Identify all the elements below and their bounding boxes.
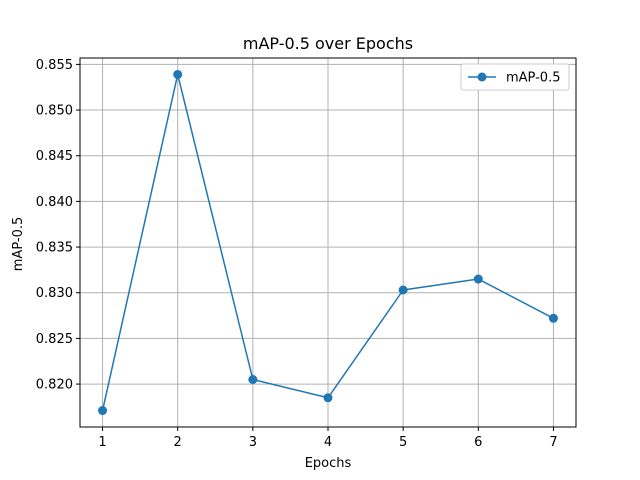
- y-tick-label: 0.840: [36, 195, 73, 210]
- x-tick-label: 4: [324, 435, 332, 450]
- data-point: [323, 393, 333, 403]
- x-axis-title: Epochs: [305, 456, 352, 471]
- x-tick-label: 6: [474, 435, 482, 450]
- y-tick-label: 0.850: [36, 104, 73, 119]
- series-layer: [98, 69, 558, 416]
- data-point: [548, 313, 558, 323]
- legend-marker: [477, 72, 487, 82]
- x-tick-label: 1: [98, 435, 106, 450]
- x-tick-label: 2: [174, 435, 182, 450]
- data-point: [473, 274, 483, 284]
- y-tick-label: 0.825: [36, 332, 73, 347]
- y-axis-title: mAP-0.5: [11, 217, 26, 271]
- data-point: [398, 285, 408, 295]
- y-tick-label: 0.845: [36, 149, 73, 164]
- data-point: [248, 375, 258, 385]
- data-point: [173, 69, 183, 79]
- y-tick-label: 0.830: [36, 286, 73, 301]
- legend-label: mAP-0.5: [506, 71, 560, 86]
- chart-title: mAP-0.5 over Epochs: [243, 34, 413, 53]
- y-tick-label: 0.835: [36, 241, 73, 256]
- x-tick-label: 3: [249, 435, 257, 450]
- y-tick-label: 0.820: [36, 378, 73, 393]
- grid: [80, 58, 576, 427]
- legend-box: [460, 63, 570, 91]
- x-tick-label: 7: [549, 435, 557, 450]
- data-point: [98, 406, 108, 416]
- ticks: 1 2 3 4 5 6 7 0.820 0.825 0.830 0.835 0.840 0.845 0.8…: [36, 58, 558, 450]
- x-tick-label: 5: [399, 435, 407, 450]
- y-tick-label: 0.855: [36, 58, 73, 73]
- legend: mAP-0.5: [460, 63, 570, 91]
